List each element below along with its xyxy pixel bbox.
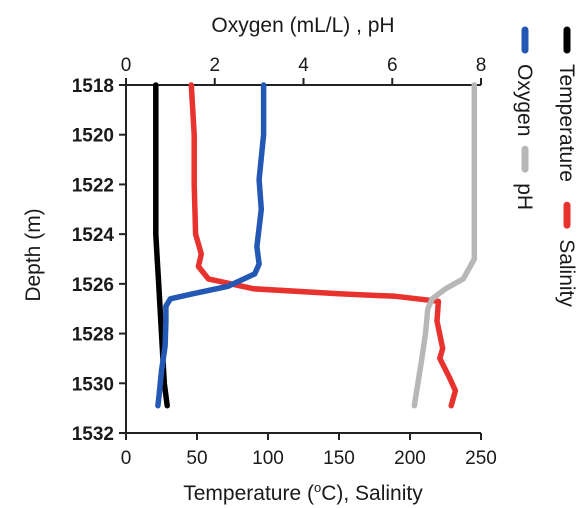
- top-tick-label: 0: [121, 55, 132, 76]
- y-tick-label: 1526: [72, 275, 114, 296]
- top-tick-label: 8: [476, 55, 487, 76]
- y-tick-label: 1528: [72, 325, 114, 346]
- bottom-axis-title-suffix: C), Salinity: [321, 482, 423, 505]
- series-line-ph: [411, 82, 478, 409]
- x-top-axis-title: Oxygen (mL/L) , pH: [211, 14, 394, 37]
- bottom-tick-label: 250: [465, 448, 497, 469]
- bottom-axis-ticks: 0 50 100 150 200 250: [121, 433, 497, 469]
- plot-frame: [125, 84, 481, 434]
- top-axis-ticks: 0 2 4 6 8: [121, 55, 487, 85]
- y-tick-label: 1522: [72, 175, 114, 196]
- bottom-tick-label: 0: [121, 448, 132, 469]
- bottom-tick-label: 200: [394, 448, 426, 469]
- series-line-oxygen: [155, 82, 267, 409]
- bottom-tick-label: 50: [186, 448, 207, 469]
- top-tick-label: 6: [387, 55, 398, 76]
- y-tick-label: 1518: [72, 76, 114, 97]
- bottom-axis-title: Temperature (oC), Salinity: [183, 480, 423, 505]
- top-tick-label: 4: [298, 55, 309, 76]
- legend: Temperature Salinity Oxygen pH: [513, 26, 578, 307]
- y-tick-label: 1524: [72, 225, 115, 246]
- y-axis-ticks: 1518 1520 1522 1524 1526 1528 1530 1532: [72, 76, 126, 445]
- legend-label-salinity: Salinity: [555, 239, 578, 307]
- y-tick-label: 1530: [72, 374, 114, 395]
- bottom-tick-label: 100: [252, 448, 284, 469]
- legend-label-temperature: Temperature: [555, 64, 578, 182]
- bottom-tick-label: 150: [323, 448, 355, 469]
- top-axis-title: Oxygen (mL/L) , pH: [211, 14, 394, 37]
- series-line-salinity: [188, 82, 459, 409]
- y-axis-title: Depth (m): [22, 208, 45, 301]
- y-tick-label: 1532: [72, 424, 114, 445]
- bottom-axis-title-prefix: Temperature (: [183, 482, 314, 505]
- bottom-axis-title-sup: o: [314, 480, 321, 495]
- top-tick-label: 2: [209, 55, 220, 76]
- legend-label-oxygen: Oxygen: [513, 64, 536, 136]
- y-tick-label: 1520: [72, 126, 114, 147]
- series-layer: [153, 82, 478, 409]
- legend-label-ph: pH: [513, 183, 536, 210]
